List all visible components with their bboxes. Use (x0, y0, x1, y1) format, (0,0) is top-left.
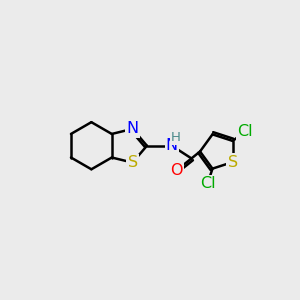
Text: H: H (171, 131, 181, 144)
Text: Cl: Cl (238, 124, 253, 139)
Text: S: S (128, 155, 138, 170)
Text: O: O (170, 163, 183, 178)
Text: N: N (166, 138, 178, 153)
Text: N: N (127, 122, 139, 136)
Text: Cl: Cl (200, 176, 215, 191)
Text: S: S (228, 154, 238, 169)
